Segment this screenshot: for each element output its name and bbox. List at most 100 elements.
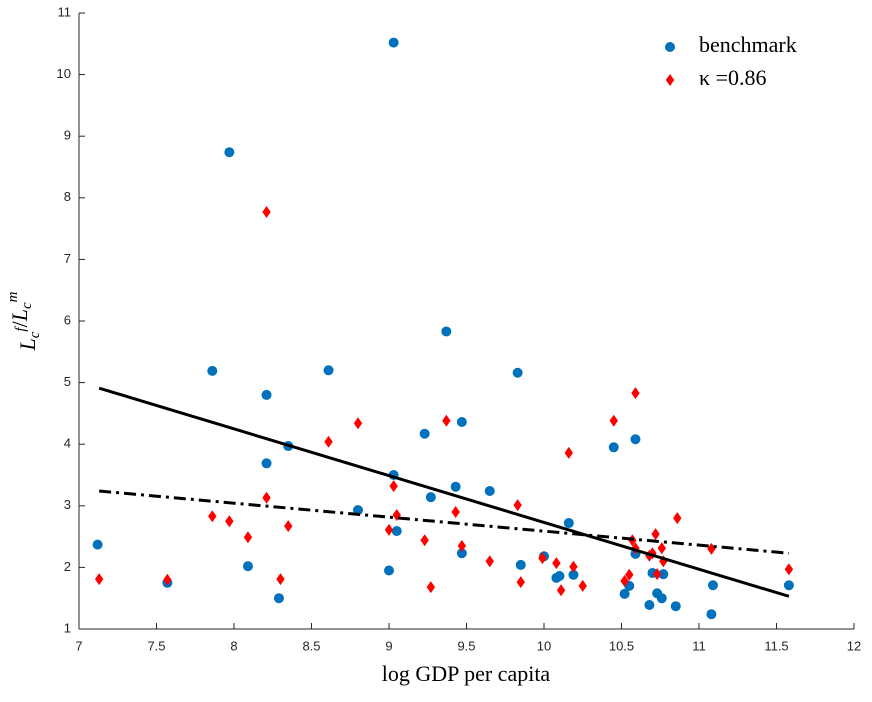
- legend-label: κ =0.86: [699, 65, 767, 90]
- point: [652, 568, 662, 581]
- point: [353, 505, 363, 516]
- x-tick-label: 8: [230, 638, 237, 653]
- point: [456, 548, 467, 559]
- legend-label: benchmark: [699, 32, 797, 57]
- point: [625, 568, 634, 581]
- point: [324, 435, 333, 448]
- y-tick-label: 3: [64, 497, 71, 512]
- y-tick-label: 1: [64, 620, 71, 635]
- point: [94, 573, 104, 586]
- point: [323, 365, 334, 376]
- legend-marker: [665, 42, 675, 52]
- point: [224, 147, 235, 158]
- x-tick-label: 7: [75, 638, 82, 653]
- point: [261, 389, 272, 400]
- x-tick-label: 9.5: [457, 638, 475, 653]
- y-tick-label: 5: [64, 374, 71, 389]
- y-tick-label: 6: [64, 312, 71, 327]
- point: [644, 599, 655, 610]
- point: [391, 526, 402, 537]
- point: [262, 205, 271, 218]
- point: [92, 539, 103, 550]
- point: [243, 531, 253, 544]
- y-tick-label: 4: [64, 436, 71, 451]
- point: [656, 593, 667, 604]
- point: [658, 569, 669, 580]
- point: [657, 542, 666, 555]
- point: [631, 387, 640, 400]
- point: [564, 446, 573, 459]
- point: [242, 561, 253, 572]
- point: [512, 367, 523, 378]
- point: [516, 576, 525, 589]
- point: [388, 37, 399, 48]
- point: [784, 563, 794, 576]
- x-tick-label: 7.5: [147, 638, 165, 653]
- point: [425, 492, 436, 503]
- point: [457, 539, 467, 552]
- x-axis-label: log GDP per capita: [382, 661, 551, 686]
- x-tick-label: 10: [537, 638, 551, 653]
- x-tick-label: 9: [385, 638, 392, 653]
- y-tick-label: 11: [58, 4, 72, 19]
- point: [578, 579, 587, 592]
- point: [556, 584, 566, 597]
- point: [485, 555, 494, 568]
- y-tick-label: 10: [57, 66, 71, 81]
- point: [450, 481, 461, 492]
- point: [513, 499, 522, 512]
- x-tick-label: 11.5: [764, 638, 788, 653]
- point: [389, 480, 398, 493]
- point: [353, 417, 363, 430]
- point: [538, 552, 547, 565]
- point: [609, 414, 618, 427]
- point: [783, 580, 794, 591]
- point: [515, 559, 526, 570]
- point: [207, 365, 218, 376]
- point: [426, 581, 436, 594]
- point: [442, 414, 451, 427]
- point: [284, 520, 293, 533]
- point: [273, 593, 284, 604]
- y-tick-label: 7: [64, 251, 71, 266]
- y-tick-label: 2: [64, 559, 71, 574]
- y-tick-label: 9: [64, 128, 71, 143]
- point: [631, 542, 640, 555]
- point: [563, 518, 574, 529]
- point: [673, 512, 682, 525]
- fit-line: [98, 386, 790, 598]
- point: [620, 574, 629, 587]
- point: [384, 523, 394, 536]
- point: [419, 428, 430, 439]
- x-tick-label: 10.5: [609, 638, 634, 653]
- fit-line: [99, 489, 790, 555]
- y-axis-label: Lcf/Lcm: [5, 291, 43, 351]
- legend-marker: [665, 74, 675, 86]
- point: [707, 542, 716, 555]
- point: [554, 571, 565, 582]
- point: [619, 588, 630, 599]
- point: [552, 557, 561, 570]
- point: [420, 534, 429, 547]
- y-tick-label: 8: [64, 189, 71, 204]
- point: [651, 528, 660, 541]
- point: [261, 458, 272, 469]
- point: [569, 560, 578, 573]
- point: [608, 442, 619, 453]
- point: [384, 565, 394, 576]
- point: [441, 326, 452, 337]
- point: [451, 505, 460, 518]
- point: [630, 434, 641, 445]
- point: [163, 573, 172, 586]
- point: [208, 510, 217, 523]
- point: [225, 515, 234, 528]
- point: [484, 486, 495, 497]
- point: [706, 609, 717, 620]
- point: [670, 601, 681, 612]
- x-tick-label: 11: [692, 638, 706, 653]
- point: [262, 491, 271, 504]
- point: [276, 573, 285, 586]
- point: [568, 569, 579, 580]
- point: [456, 417, 467, 428]
